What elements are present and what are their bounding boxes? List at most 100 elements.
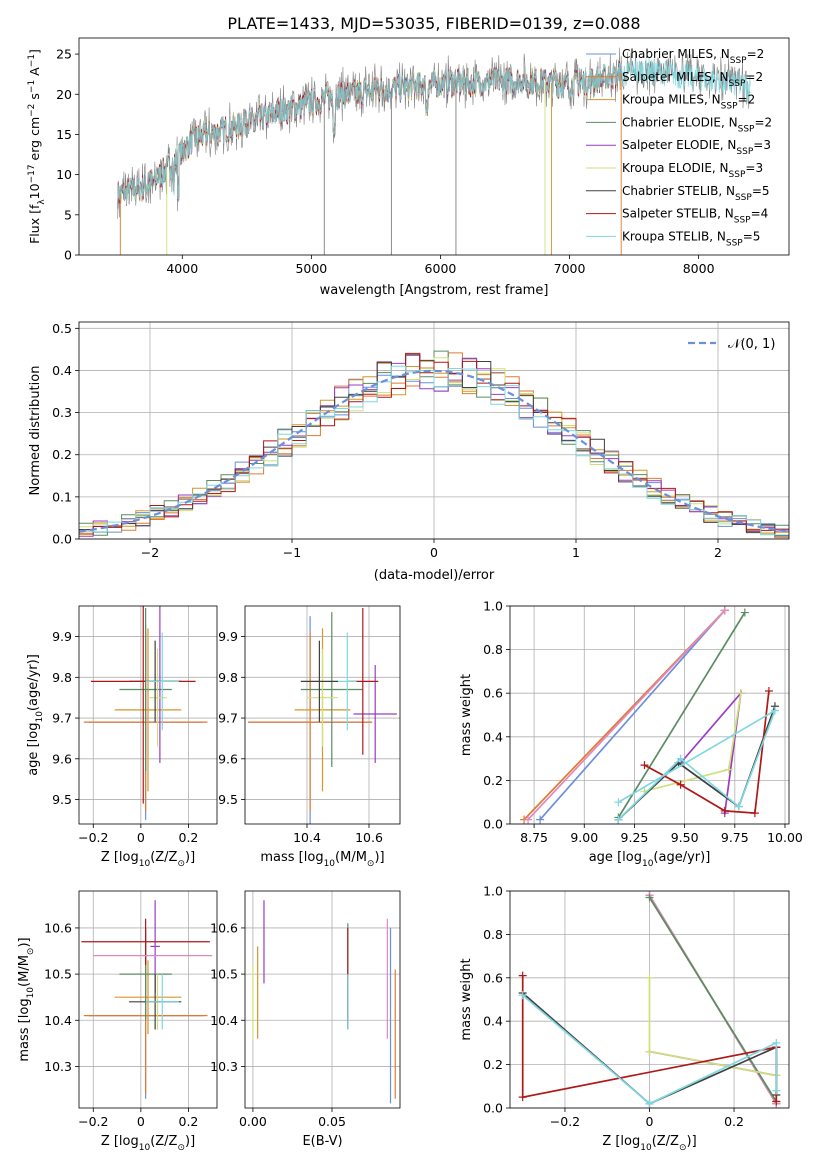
axes-frame <box>78 605 218 825</box>
errorbar-point <box>300 612 363 767</box>
weight-marker <box>518 991 527 1000</box>
legend-entry: Kroupa ELODIE, NSSP=3 <box>622 161 763 180</box>
x-axis-label-age_vs_Z-part: ⊙ <box>177 859 185 869</box>
plot-area-residual_hist <box>79 350 789 539</box>
errorbar-point <box>114 960 182 1035</box>
weight-marker <box>640 761 649 770</box>
x-tick-label: −0.2 <box>550 1114 580 1129</box>
y-axis-label-age_vs_Z-part: 10 <box>35 711 45 723</box>
legend-entry-part: Salpeter MILES, N <box>622 70 729 84</box>
y-tick-label: 1.0 <box>483 884 503 899</box>
y-axis-label-mass_vs_Z-part: mass [log <box>17 998 32 1061</box>
legend-entry: Chabrier MILES, NSSP=2 <box>622 47 764 66</box>
legend-entry-part: =3 <box>753 138 771 152</box>
weight-series-line <box>648 977 778 1102</box>
y-tick-label: 0.2 <box>52 447 72 462</box>
weight-marker <box>518 971 527 980</box>
x-axis-label-weight_vs_age-part: (age/yr)] <box>653 850 710 865</box>
y-tick-label: 0.0 <box>52 532 72 547</box>
x-axis-label-mass_vs_Z-part: ⊙ <box>177 1143 185 1153</box>
weight-marker <box>645 1099 654 1108</box>
axes-frame <box>244 890 401 1109</box>
legend-entry: Kroupa MILES, NSSP=2 <box>622 93 755 112</box>
spectrum-y-axis-label-part: λ <box>37 199 47 205</box>
errorbar-point <box>300 640 338 723</box>
y-axis-label-mass_vs_Z: mass [log10(M/M⊙)] <box>17 937 36 1061</box>
y-tick-label: 10.4 <box>44 1013 72 1028</box>
y-tick-label: 0.4 <box>483 729 503 744</box>
x-tick-label: −2 <box>141 545 159 560</box>
y-axis-label-weight_vs_age-part: mass weight <box>459 674 474 756</box>
axes-mass_vs_Z: −0.2 0 0.2 10.3 10.4 10.5 10.6 <box>44 890 218 1129</box>
panel-mass_vs_ebv: 0.00 0.05 10.3 10.4 10.5 10.6 E(B-V) <box>210 890 401 1149</box>
y-tick-label: 0.6 <box>483 970 503 985</box>
y-axis-label-age_vs_Z-part: age [log <box>26 723 41 776</box>
x-tick-label: −1 <box>283 545 301 560</box>
x-tick-label: 9.25 <box>621 830 649 845</box>
y-tick-label: 10.6 <box>210 920 238 935</box>
y-tick-label: 10.5 <box>210 967 238 982</box>
x-axis-label-age_vs_Z-part: 10 <box>139 859 151 869</box>
y-axis-label-mass_vs_Z-part: (M/M <box>17 955 32 987</box>
x-axis-label-mass_vs_Z-part: 10 <box>139 1143 151 1153</box>
spectrum-x-axis-label-part: wavelength [Angstrom, rest frame] <box>320 283 549 298</box>
y-tick-label: 1.0 <box>483 599 503 614</box>
axes-frame <box>244 605 401 825</box>
weight-series-line <box>644 693 742 793</box>
x-tick-label: 0 <box>137 1114 145 1129</box>
x-tick-label: 0.00 <box>239 1114 267 1129</box>
y-tick-label: 0.3 <box>52 405 72 420</box>
x-axis-label-weight_vs_age-part: age [log <box>589 850 642 865</box>
weight-series-line <box>527 609 726 821</box>
plot-area-weight_vs_Z <box>518 891 781 1108</box>
weight-marker <box>614 798 623 807</box>
panel-age_vs_Z: −0.2 0 0.29.59.69.79.89.9Z [log10(Z/Z⊙)]ag… <box>26 605 218 869</box>
legend-entry-part: SSP <box>721 102 738 112</box>
x-axis-label-age_vs_mass: mass [log10(M/M⊙)] <box>260 850 384 869</box>
histogram-legend-label: 𝒩(0, 1) <box>728 337 775 352</box>
y-axis-label-mass_vs_Z-part: )] <box>17 937 32 947</box>
weight-series-line <box>617 706 776 821</box>
axes-frame <box>78 37 790 256</box>
plot-area-weight_vs_age <box>520 606 779 824</box>
x-tick-label: 1 <box>572 545 580 560</box>
errorbar-point <box>338 632 357 731</box>
errorbar-point <box>119 608 172 772</box>
y-tick-label: 9.5 <box>218 792 238 807</box>
legend-entry: Salpeter ELODIE, NSSP=3 <box>622 138 771 157</box>
spectrum-y-axis-label-part: s <box>27 93 42 104</box>
weight-marker <box>645 973 654 982</box>
legend-entry-part: SSP <box>726 238 743 248</box>
panel-weight_vs_age: 8.75 9.00 9.25 9.50 9.75 10.00 0.0 0.2 0.4 0.6 0.8… <box>459 599 803 870</box>
y-tick-label: 25 <box>56 47 72 62</box>
legend-entry-part: Kroupa STELIB, N <box>622 229 726 243</box>
y-axis-label-mass_vs_Z-part: 10 <box>26 987 36 999</box>
x-tick-label: 8.75 <box>520 830 548 845</box>
spectrum-legend: Chabrier MILES, NSSP=2 Salpeter MILES, N S… <box>586 47 772 248</box>
weight-marker <box>736 689 745 698</box>
histogram-y-axis-label-part: Normed distribution <box>28 366 43 496</box>
grid-mass_vs_ebv <box>245 891 400 1108</box>
errorbar-point <box>307 648 338 747</box>
x-tick-label: −0.2 <box>78 830 108 845</box>
weight-marker <box>614 815 623 824</box>
spectrum-y-axis-label-part: −2 <box>27 104 37 117</box>
spectrum-y-axis-label-part: −1 <box>27 54 37 67</box>
axes-frame <box>509 605 790 825</box>
panel-spectrum: 4000 5000 6000 7000 8000 0 5 10 15 20 25 wavelength… <box>27 37 790 298</box>
x-axis-label-weight_vs_Z-part: 10 <box>640 1143 652 1153</box>
x-tick-label: 10.00 <box>767 830 803 845</box>
y-tick-label: 0.8 <box>483 927 503 942</box>
axes-spectrum: 4000 5000 6000 7000 8000 0 5 10 15 20 25 <box>56 37 790 276</box>
spectrum-y-axis-label-part: Flux [f <box>27 204 42 244</box>
weight-marker <box>518 1093 527 1102</box>
y-tick-label: 9.6 <box>52 751 72 766</box>
plot-area-age_vs_Z <box>83 606 208 820</box>
x-tick-label: 9.50 <box>671 830 699 845</box>
weight-series-line <box>522 994 778 1105</box>
x-tick-label: 0.2 <box>179 830 199 845</box>
x-axis-label-weight_vs_Z-part: (Z/Z <box>652 1134 679 1149</box>
legend-entry-part: =3 <box>745 161 763 175</box>
legend-entry: Chabrier STELIB, NSSP=5 <box>622 184 770 203</box>
x-tick-label: 0.05 <box>318 1114 346 1129</box>
